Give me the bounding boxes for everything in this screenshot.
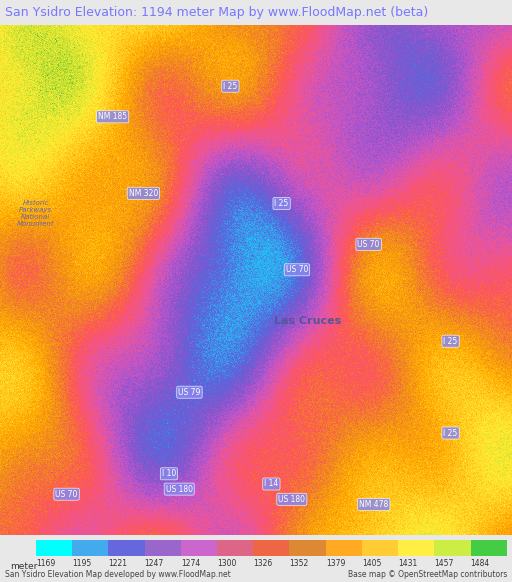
Bar bbox=[326, 540, 362, 556]
Text: US 180: US 180 bbox=[166, 485, 193, 494]
Text: 1195: 1195 bbox=[72, 559, 91, 568]
Text: US 180: US 180 bbox=[279, 495, 305, 504]
Bar bbox=[72, 540, 109, 556]
Bar bbox=[289, 540, 326, 556]
Text: Base map © OpenStreetMap contributors: Base map © OpenStreetMap contributors bbox=[348, 570, 507, 579]
Bar bbox=[109, 540, 144, 556]
Bar bbox=[471, 540, 507, 556]
Bar bbox=[434, 540, 471, 556]
Text: I 25: I 25 bbox=[443, 337, 458, 346]
Text: NM 478: NM 478 bbox=[359, 500, 389, 509]
Text: 1457: 1457 bbox=[434, 559, 454, 568]
Text: I 25: I 25 bbox=[443, 428, 458, 438]
Text: Historic
Parkways
National
Monument: Historic Parkways National Monument bbox=[17, 200, 55, 227]
Text: 1221: 1221 bbox=[109, 559, 127, 568]
Text: 1379: 1379 bbox=[326, 559, 345, 568]
Text: US 70: US 70 bbox=[55, 489, 78, 499]
Text: I 25: I 25 bbox=[274, 199, 289, 208]
Text: 1405: 1405 bbox=[362, 559, 381, 568]
Text: US 70: US 70 bbox=[357, 240, 380, 249]
Bar bbox=[36, 540, 72, 556]
Text: 1247: 1247 bbox=[144, 559, 164, 568]
Text: US 70: US 70 bbox=[286, 265, 308, 274]
Bar bbox=[144, 540, 181, 556]
Text: Las Cruces: Las Cruces bbox=[273, 316, 341, 326]
Bar bbox=[362, 540, 398, 556]
Text: 1431: 1431 bbox=[398, 559, 417, 568]
Bar bbox=[253, 540, 289, 556]
Text: meter: meter bbox=[10, 562, 37, 571]
Text: San Ysidro Elevation Map developed by www.FloodMap.net: San Ysidro Elevation Map developed by ww… bbox=[5, 570, 231, 579]
Text: 1169: 1169 bbox=[36, 559, 55, 568]
Text: 1274: 1274 bbox=[181, 559, 200, 568]
Text: I 10: I 10 bbox=[162, 469, 176, 478]
Text: NM 185: NM 185 bbox=[98, 112, 127, 121]
Bar bbox=[398, 540, 434, 556]
Bar bbox=[217, 540, 253, 556]
Text: San Ysidro Elevation: 1194 meter Map by www.FloodMap.net (beta): San Ysidro Elevation: 1194 meter Map by … bbox=[5, 6, 429, 19]
Text: 1484: 1484 bbox=[471, 559, 490, 568]
Text: 1352: 1352 bbox=[289, 559, 309, 568]
Bar bbox=[181, 540, 217, 556]
Text: I 25: I 25 bbox=[223, 81, 238, 91]
Text: US 79: US 79 bbox=[178, 388, 201, 397]
Text: I 14: I 14 bbox=[264, 480, 279, 488]
Text: NM 320: NM 320 bbox=[129, 189, 158, 198]
Text: 1326: 1326 bbox=[253, 559, 272, 568]
Text: 1300: 1300 bbox=[217, 559, 237, 568]
